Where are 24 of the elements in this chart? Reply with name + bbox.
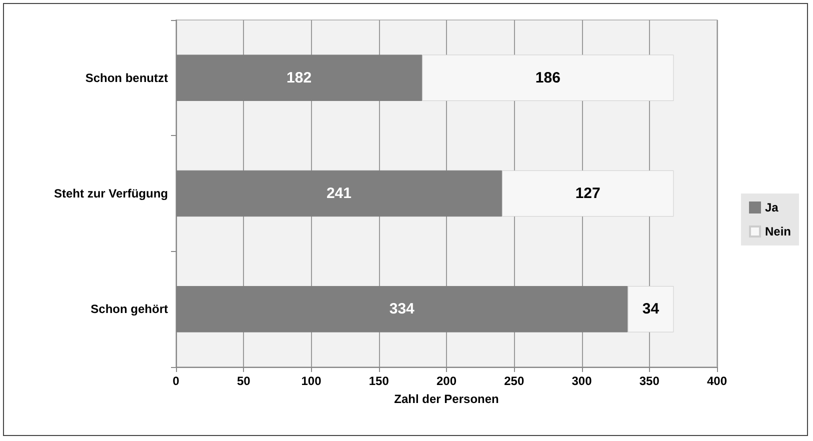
data-label: 182	[286, 69, 312, 86]
y-tick-label: Steht zur Verfügung	[54, 186, 168, 200]
x-tick-label: 200	[436, 374, 457, 388]
data-label: 127	[575, 185, 600, 202]
y-tick-label: Schon gehört	[90, 302, 168, 316]
x-tick-label: 50	[236, 374, 251, 388]
data-label: 186	[535, 69, 560, 86]
x-tick-label: 0	[172, 374, 180, 388]
bar	[628, 286, 674, 332]
x-tick-label: 300	[572, 374, 592, 388]
y-tick-label: Schon benutzt	[85, 70, 168, 85]
x-tick-label: 400	[706, 374, 728, 388]
data-label: 241	[326, 185, 352, 202]
data-label: 334	[389, 300, 416, 318]
bar	[502, 170, 674, 217]
x-tick-label: 150	[368, 374, 390, 388]
data-label: 34	[642, 300, 660, 318]
legend-label: Ja	[764, 200, 779, 214]
x-tick-label: 250	[504, 374, 524, 388]
x-tick-label: 100	[301, 374, 322, 388]
bar	[422, 54, 674, 101]
x-axis-title: Zahl der Personen	[394, 392, 499, 406]
x-tick-label: 350	[639, 374, 660, 388]
legend-label: Nein	[764, 224, 792, 238]
